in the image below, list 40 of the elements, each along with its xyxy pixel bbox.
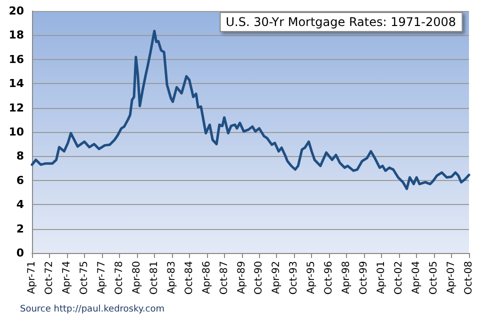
x-tick-label: Oct-78 [114, 261, 125, 295]
source-note: Source http://paul.kedrosky.com [20, 304, 164, 314]
y-tick-label: 6 [16, 174, 24, 187]
y-tick-label: 2 [16, 222, 24, 236]
x-tick-label: Oct-02 [394, 261, 405, 295]
y-tick-label: 8 [16, 150, 24, 163]
x-tick-label: Apr-98 [341, 261, 352, 294]
x-tick-label: Oct-05 [428, 261, 440, 295]
x-tick-label: Oct-75 [78, 261, 90, 295]
x-tick-label: Apr-74 [61, 261, 72, 294]
x-tick-label: Apr-04 [411, 261, 422, 294]
x-tick-label: Apr-01 [376, 261, 388, 294]
y-tick-label: 16 [8, 52, 24, 66]
x-tick-label: Apr-71 [26, 261, 38, 294]
x-tick-label: Apr-89 [236, 261, 248, 294]
x-tick-label: Apr-83 [166, 261, 178, 294]
x-tick-label: Oct-96 [324, 261, 335, 295]
x-tick-label: Oct-93 [288, 261, 300, 295]
y-tick-label: 12 [8, 101, 24, 114]
x-tick-label: Apr-77 [96, 261, 108, 294]
x-tick-label: Oct-99 [358, 261, 370, 295]
x-tick-label: Oct-81 [148, 261, 160, 295]
y-tick-label: 0 [16, 246, 24, 260]
chart-title: U.S. 30-Yr Mortgage Rates: 1971-2008 [226, 15, 456, 29]
y-tick-label: 4 [16, 198, 24, 212]
x-tick-label: Apr-07 [446, 261, 457, 294]
x-tick-label: Oct-90 [254, 261, 265, 295]
line-series [30, 30, 470, 190]
x-tick-label: Apr-80 [131, 261, 142, 294]
x-tick-label: Oct-08 [464, 261, 474, 295]
x-tick-label: Apr-95 [306, 261, 318, 294]
x-tick-label: Apr-92 [271, 261, 282, 294]
x-tick-label: Oct-72 [44, 261, 56, 295]
x-tick-label: Apr-86 [201, 261, 212, 294]
y-tick-label: 18 [8, 28, 24, 42]
x-tick-label: Oct-87 [218, 261, 230, 295]
y-tick-label: 10 [8, 126, 24, 138]
x-tick-label: Oct-84 [184, 261, 195, 295]
y-tick-label: 14 [8, 77, 24, 90]
y-tick-label: 20 [8, 4, 24, 18]
